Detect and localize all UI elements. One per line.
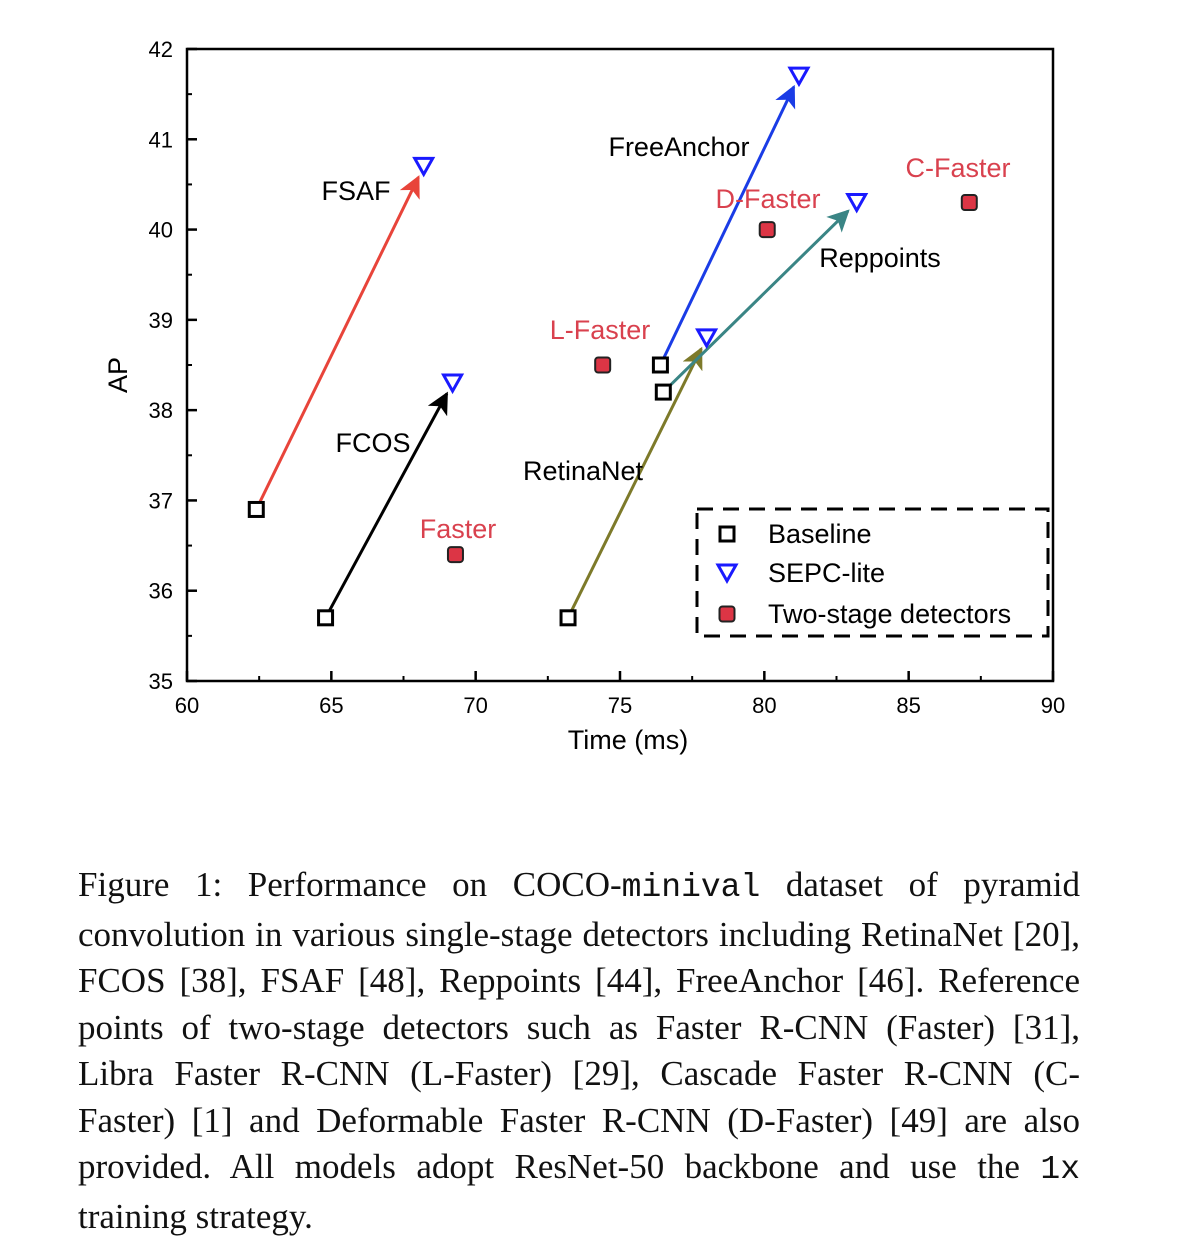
y-tick-label: 42 [149, 37, 173, 62]
arrow-reppoints [662, 209, 850, 394]
caption-mono-1: minival [621, 869, 761, 906]
label-fsaf: FSAF [321, 176, 390, 206]
y-tick-label: 41 [149, 127, 173, 152]
legend-label-baseline: Baseline [768, 519, 872, 549]
legend-label-sepc-lite: SEPC-lite [768, 558, 885, 588]
two-stage-detectors-point-c-faster [960, 193, 978, 211]
arrow-freeanchor [659, 84, 796, 366]
data-points [247, 66, 978, 627]
label-c-faster: C-Faster [905, 153, 1010, 183]
baseline-point-fcos [317, 609, 335, 627]
caption-text-2: dataset of pyramid convolution in variou… [78, 865, 1081, 1186]
x-axis-title: Time (ms) [568, 725, 688, 755]
arrows [254, 84, 850, 619]
legend-box [695, 507, 1050, 638]
axis-ticks: 60 65 70 75 80 85 90 35 36 37 38 39 40 41 42 [149, 37, 1066, 718]
baseline-point-fsaf [247, 500, 265, 518]
caption-prefix: Figure 1: [78, 865, 223, 904]
y-tick-label: 35 [149, 669, 173, 694]
x-tick-label: 80 [752, 693, 776, 718]
baseline-point-reppoints [654, 383, 672, 401]
caption-text-1: Performance on COCO- [222, 865, 622, 904]
sepc-lite-point-reppoints [845, 192, 869, 214]
x-tick-label: 60 [175, 693, 199, 718]
x-tick-label: 65 [319, 693, 343, 718]
legend: Baseline SEPC-lite Two-stage detectors [695, 507, 1050, 638]
sepc-lite-point-retinanet [695, 328, 719, 349]
two-stage-detectors-point-d-faster [758, 221, 776, 239]
caption-mono-2: 1x [1040, 1151, 1080, 1188]
y-tick-label: 36 [149, 579, 173, 604]
label-d-faster: D-Faster [715, 184, 820, 214]
arrow-retinanet [566, 346, 703, 619]
arrow-fcos [324, 391, 449, 619]
scatter-chart: 60 65 70 75 80 85 90 35 36 37 38 39 40 41 42 FSAF FCOS R… [103, 37, 1066, 755]
sepc-lite-point-freeanchor [787, 66, 811, 88]
label-retinanet: RetinaNet [523, 456, 644, 486]
baseline-point-freeanchor [651, 356, 669, 374]
legend-marker-sepc-lite [715, 563, 739, 585]
legend-marker-two-stage-detectors [718, 605, 736, 623]
y-tick-label: 38 [149, 398, 173, 423]
two-stage-detectors-point-faster [446, 546, 464, 564]
y-tick-label: 40 [149, 218, 173, 243]
x-tick-label: 90 [1041, 693, 1065, 718]
figure-caption: Figure 1: Performance on COCO-minival da… [78, 862, 1080, 1240]
baseline-point-retinanet [559, 609, 577, 627]
label-fcos: FCOS [335, 428, 410, 458]
legend-marker-baseline [718, 525, 736, 543]
y-tick-label: 39 [149, 308, 173, 333]
x-tick-label: 70 [463, 693, 487, 718]
x-tick-label: 75 [608, 693, 632, 718]
legend-label-two-stage-detectors: Two-stage detectors [768, 599, 1011, 629]
label-l-faster: L-Faster [550, 315, 651, 345]
label-faster: Faster [420, 514, 497, 544]
sepc-lite-point-fsaf [412, 156, 436, 178]
sepc-lite-point-fcos [441, 373, 465, 395]
label-freeanchor: FreeAnchor [608, 132, 749, 162]
y-axis-title: AP [103, 357, 133, 393]
y-tick-label: 37 [149, 488, 173, 513]
x-tick-label: 85 [896, 693, 920, 718]
arrow-fsaf [254, 175, 420, 511]
caption-text-3: training strategy. [78, 1196, 313, 1236]
label-reppoints: Reppoints [819, 243, 941, 273]
two-stage-detectors-point-l-faster [594, 356, 612, 374]
point-annotations: FSAF FCOS RetinaNet FreeAnchor Reppoints Fast… [321, 132, 1010, 544]
